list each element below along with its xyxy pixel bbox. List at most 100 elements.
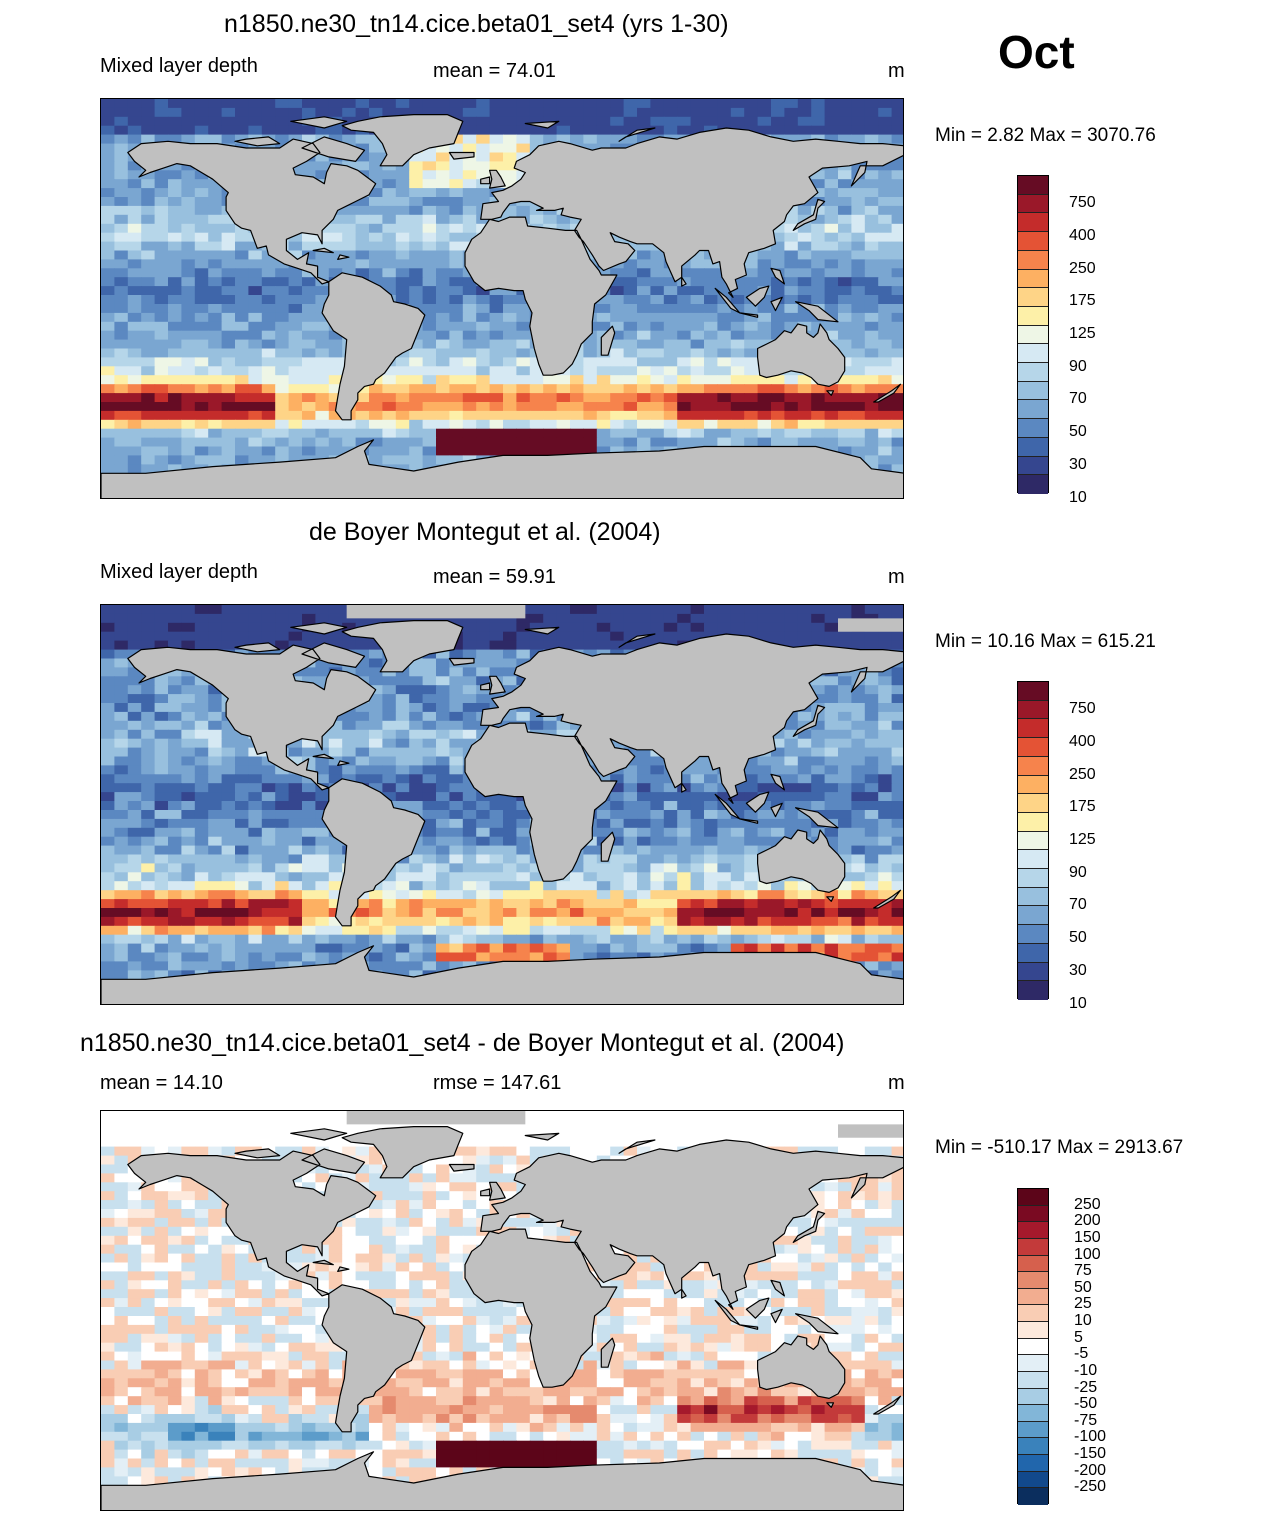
colorbar-swatch — [1018, 700, 1048, 720]
colorbar-swatch — [1018, 381, 1048, 401]
colorbar-label: 50 — [1069, 929, 1087, 947]
colorbar-label: -250 — [1074, 1478, 1107, 1496]
colorbar-swatch — [1018, 1438, 1048, 1455]
colorbar-swatch — [1018, 831, 1048, 851]
colorbar-label: 90 — [1069, 357, 1087, 375]
colorbar-label: 10 — [1074, 1312, 1092, 1330]
panel-2-colorbar — [1017, 681, 1049, 1000]
colorbar-label: -5 — [1074, 1345, 1089, 1363]
colorbar-swatch — [1018, 1322, 1048, 1339]
panel-2-minmax: Min = 10.16 Max = 615.21 — [935, 631, 1156, 652]
colorbar-swatch — [1018, 419, 1048, 438]
colorbar-swatch — [1018, 456, 1048, 476]
colorbar-swatch — [1018, 1488, 1048, 1505]
panel-1-map-svg — [101, 99, 903, 498]
panel-1-map — [100, 98, 904, 499]
panel-2-title: de Boyer Montegut et al. (2004) — [309, 518, 661, 546]
colorbar-label: 90 — [1069, 863, 1087, 881]
panel-3-center-label: rmse = 147.61 — [433, 1072, 562, 1094]
colorbar-swatch — [1018, 1222, 1048, 1239]
colorbar-label: -75 — [1074, 1411, 1098, 1429]
colorbar-label: 175 — [1069, 798, 1096, 816]
colorbar-swatch — [1018, 437, 1048, 457]
colorbar-label: 25 — [1074, 1295, 1092, 1313]
colorbar-label: -25 — [1074, 1378, 1098, 1396]
panel-3-unit: m — [888, 1072, 905, 1094]
colorbar-label: 400 — [1069, 226, 1096, 244]
colorbar-swatch — [1018, 213, 1048, 233]
colorbar-label: -100 — [1074, 1428, 1107, 1446]
panel-1-colorbar — [1017, 175, 1049, 494]
colorbar-label: 750 — [1069, 700, 1096, 718]
panel-3-map — [100, 1110, 904, 1511]
panel-2-map — [100, 604, 904, 1005]
colorbar-swatch — [1018, 682, 1048, 701]
colorbar-swatch — [1018, 269, 1048, 289]
colorbar-label: 750 — [1069, 194, 1096, 212]
panel-3-title: n1850.ne30_tn14.cice.beta01_set4 - de Bo… — [80, 1029, 845, 1057]
panel-1-center-label: mean = 74.01 — [433, 60, 556, 82]
colorbar-swatch — [1018, 738, 1048, 757]
colorbar-swatch — [1018, 1371, 1048, 1389]
panel-2-center-label: mean = 59.91 — [433, 566, 556, 588]
colorbar-label: 400 — [1069, 732, 1096, 750]
panel-2-left-label: Mixed layer depth — [100, 561, 258, 583]
colorbar-label: 175 — [1069, 292, 1096, 310]
colorbar-label: -10 — [1074, 1361, 1098, 1379]
panel-2-unit: m — [888, 566, 905, 588]
colorbar-swatch — [1018, 719, 1048, 739]
colorbar-swatch — [1018, 906, 1048, 926]
panel-1-minmax: Min = 2.82 Max = 3070.76 — [935, 125, 1156, 146]
colorbar-swatch — [1018, 1455, 1048, 1472]
colorbar-swatch — [1018, 344, 1048, 364]
colorbar-swatch — [1018, 775, 1048, 795]
colorbar-label: 10 — [1069, 994, 1087, 1012]
colorbar-swatch — [1018, 981, 1048, 1000]
panel-3-minmax: Min = -510.17 Max = 2913.67 — [935, 1137, 1184, 1158]
colorbar-swatch — [1018, 1255, 1048, 1273]
colorbar-label: 30 — [1069, 961, 1087, 979]
colorbar-swatch — [1018, 1272, 1048, 1289]
land-mask — [101, 114, 903, 498]
colorbar-swatch — [1018, 1338, 1048, 1356]
colorbar-swatch — [1018, 232, 1048, 251]
colorbar-swatch — [1018, 1471, 1048, 1489]
colorbar-swatch — [1018, 475, 1048, 494]
panel-3-map-svg — [101, 1111, 903, 1510]
colorbar-label: 200 — [1074, 1212, 1101, 1230]
colorbar-swatch — [1018, 887, 1048, 907]
colorbar-swatch — [1018, 1205, 1048, 1223]
colorbar-swatch — [1018, 1355, 1048, 1372]
colorbar-swatch — [1018, 850, 1048, 870]
colorbar-swatch — [1018, 194, 1048, 214]
land-mask — [101, 620, 903, 1004]
colorbar-label: 250 — [1069, 765, 1096, 783]
land-mask — [101, 1126, 903, 1510]
colorbar-label: 250 — [1069, 259, 1096, 277]
panel-1-title: n1850.ne30_tn14.cice.beta01_set4 (yrs 1-… — [224, 10, 729, 38]
colorbar-swatch — [1018, 288, 1048, 307]
panel-3-colorbar — [1017, 1188, 1049, 1505]
colorbar-label: 50 — [1074, 1278, 1092, 1296]
colorbar-swatch — [1018, 176, 1048, 195]
colorbar-swatch — [1018, 325, 1048, 345]
colorbar-label: 50 — [1069, 423, 1087, 441]
colorbar-label: 125 — [1069, 831, 1096, 848]
colorbar-swatch — [1018, 756, 1048, 776]
colorbar-label: -200 — [1074, 1461, 1107, 1479]
colorbar-label: 5 — [1074, 1328, 1083, 1346]
month-label: Oct — [998, 26, 1075, 78]
colorbar-swatch — [1018, 943, 1048, 963]
colorbar-swatch — [1018, 363, 1048, 382]
colorbar-swatch — [1018, 1288, 1048, 1306]
panel-1-left-label: Mixed layer depth — [100, 55, 258, 77]
panel-2-map-svg — [101, 605, 903, 1004]
colorbar-label: 250 — [1074, 1195, 1101, 1213]
colorbar-swatch — [1018, 962, 1048, 982]
colorbar-label: 125 — [1069, 325, 1096, 342]
colorbar-swatch — [1018, 1305, 1048, 1322]
colorbar-label: 100 — [1074, 1245, 1101, 1263]
colorbar-label: 70 — [1069, 390, 1087, 408]
colorbar-label: -150 — [1074, 1445, 1107, 1463]
colorbar-swatch — [1018, 1421, 1048, 1439]
